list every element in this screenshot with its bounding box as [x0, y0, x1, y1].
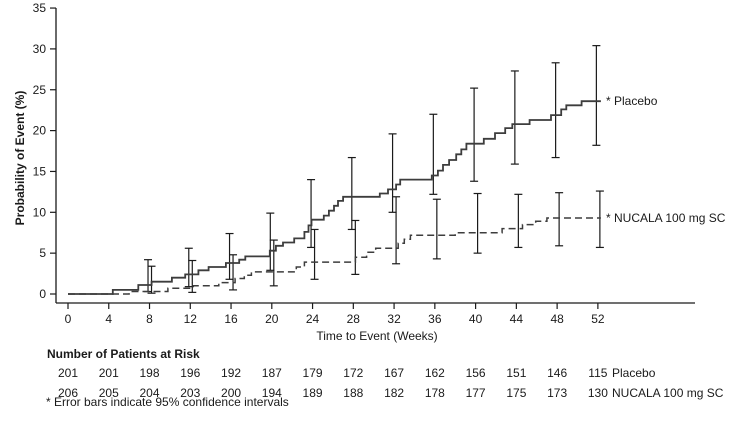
risk-table-values: 201 201 198 196 192 187 179 172 167 162 156 151 146 1…: [58, 366, 608, 400]
x-tick-label: 0: [65, 312, 72, 326]
risk-value: 182: [384, 386, 404, 400]
nucala-error-bar-week-12: [188, 259, 197, 293]
x-tick-label: 8: [146, 312, 153, 326]
placebo-error-bar-week-24: [307, 179, 316, 249]
risk-value: 172: [343, 366, 363, 380]
placebo-error-bar-week-40: [470, 87, 479, 182]
x-tick-label: 24: [306, 312, 320, 326]
placebo-error-bar-week-20: [266, 212, 275, 271]
placebo-error-bar-week-32: [388, 133, 397, 213]
risk-table-title: Number of Patients at Risk: [47, 347, 200, 361]
risk-value: 177: [466, 386, 486, 400]
x-tick-label: 52: [591, 312, 605, 326]
y-axis-ticks: 0 5 10 15 20 25 30 35: [33, 1, 56, 301]
risk-value: 194: [262, 386, 282, 400]
placebo-curve-label: * Placebo: [606, 94, 658, 108]
x-tick-label: 4: [105, 312, 112, 326]
placebo-error-bar-week-48: [551, 62, 560, 159]
nucala-error-bar-week-48: [555, 192, 564, 247]
nucala-error-bar-week-44: [514, 193, 523, 249]
placebo-error-bar-week-8: [144, 259, 153, 293]
x-tick-label: 44: [510, 312, 524, 326]
x-tick-label: 16: [224, 312, 238, 326]
risk-value: 201: [58, 366, 78, 380]
risk-value: 206: [58, 386, 78, 400]
error-bars: [144, 45, 604, 294]
survival-curves: [68, 100, 601, 295]
risk-value: 178: [425, 386, 445, 400]
risk-value: 196: [180, 366, 200, 380]
risk-value: 205: [99, 386, 119, 400]
x-axis-title: Time to Event (Weeks): [316, 329, 437, 343]
placebo-curve: [68, 100, 601, 295]
risk-value: 179: [303, 366, 323, 380]
y-tick-label: 15: [33, 164, 47, 178]
risk-value: 175: [506, 386, 526, 400]
x-tick-label: 20: [265, 312, 279, 326]
x-tick-label: 32: [387, 312, 401, 326]
risk-value: 204: [140, 386, 160, 400]
risk-value: 146: [547, 366, 567, 380]
risk-value: 188: [343, 386, 363, 400]
risk-value: 187: [262, 366, 282, 380]
nucala-curve-label: * NUCALA 100 mg SC: [606, 211, 726, 225]
placebo-error-bar-week-28: [347, 156, 356, 231]
risk-value: 203: [180, 386, 200, 400]
risk-value: 115: [588, 366, 607, 380]
placebo-error-bar-week-52: [592, 45, 601, 146]
x-tick-label: 28: [347, 312, 361, 326]
risk-value: 156: [466, 366, 486, 380]
risk-value: 200: [221, 386, 241, 400]
placebo-error-bar-week-36: [429, 113, 438, 195]
placebo-error-bar-week-44: [510, 70, 519, 165]
y-tick-label: 30: [33, 42, 47, 56]
nucala-error-bar-week-36: [432, 198, 441, 260]
risk-value: 198: [140, 366, 160, 380]
x-tick-label: 36: [428, 312, 442, 326]
risk-value: 201: [99, 366, 119, 380]
y-tick-label: 35: [33, 1, 47, 15]
y-axis-title: Probability of Event (%): [13, 91, 27, 226]
y-tick-label: 0: [39, 287, 46, 301]
y-tick-label: 10: [33, 205, 47, 219]
nucala-error-bar-week-32: [392, 196, 401, 265]
y-tick-label: 20: [33, 124, 47, 138]
y-tick-label: 5: [39, 246, 46, 260]
nucala-error-bar-week-8: [147, 265, 156, 294]
placebo-error-bar-week-16: [225, 232, 234, 280]
risk-row-label-placebo: Placebo: [612, 366, 656, 380]
nucala-error-bar-week-24: [310, 228, 319, 280]
risk-row-label-nucala: NUCALA 100 mg SC: [612, 386, 724, 400]
nucala-error-bar-week-40: [473, 192, 482, 254]
x-tick-label: 40: [469, 312, 483, 326]
risk-value: 167: [384, 366, 404, 380]
x-axis-ticks: 0 4 8 12 16 20 24 28 32 36 40 44 48 52: [65, 303, 605, 326]
x-tick-label: 48: [550, 312, 564, 326]
nucala-error-bar-week-52: [595, 190, 604, 249]
nucala-error-bar-week-16: [229, 254, 238, 291]
y-tick-label: 25: [33, 83, 47, 97]
risk-value: 151: [506, 366, 526, 380]
risk-value: 173: [547, 386, 567, 400]
placebo-error-bar-week-12: [184, 247, 193, 288]
nucala-error-bar-week-28: [351, 219, 360, 275]
nucala-error-bar-week-20: [269, 239, 278, 287]
risk-value: 130: [588, 386, 608, 400]
error-bar-footnote: * Error bars indicate 95% confidence int…: [46, 395, 289, 409]
risk-value: 162: [425, 366, 445, 380]
x-tick-label: 12: [184, 312, 198, 326]
risk-value: 189: [303, 386, 323, 400]
nucala-curve: [68, 217, 601, 295]
risk-value: 192: [221, 366, 241, 380]
